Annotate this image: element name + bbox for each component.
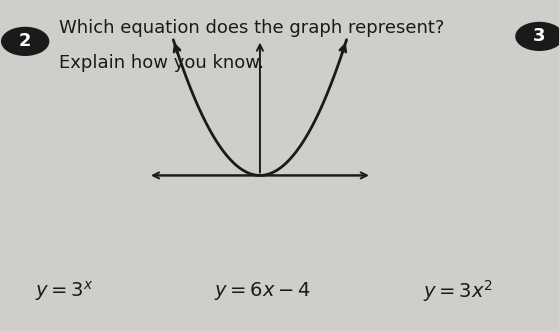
Circle shape: [2, 27, 49, 55]
Circle shape: [516, 23, 559, 50]
Text: $y = 3x^2$: $y = 3x^2$: [423, 278, 494, 304]
Text: $y = 3^x$: $y = 3^x$: [35, 279, 94, 303]
Text: Which equation does the graph represent?: Which equation does the graph represent?: [59, 19, 444, 37]
Text: 3: 3: [533, 27, 546, 45]
Text: Explain how you know.: Explain how you know.: [59, 54, 264, 72]
Text: 2: 2: [19, 32, 31, 50]
Text: $y = 6x - 4$: $y = 6x - 4$: [214, 280, 311, 302]
